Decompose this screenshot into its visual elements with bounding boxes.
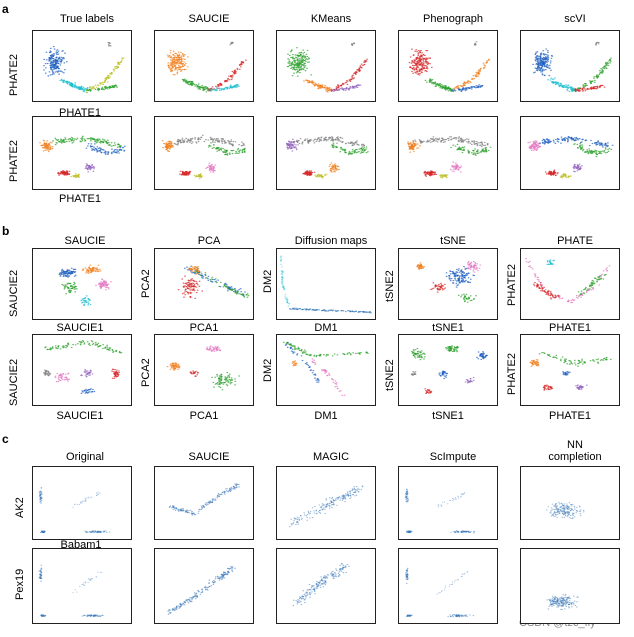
col-title-b-phate: PHATE [557, 235, 593, 247]
ylabel-b-pca-2: PCA2 [140, 358, 152, 387]
col-title-c-magic: MAGIC [312, 451, 350, 463]
ylabel-b-tsne-2: tSNE2 [384, 359, 396, 391]
ylabel-b-phate-1: PHATE2 [506, 264, 518, 306]
xlabel-b-saucie-1: SAUCIE1 [56, 322, 104, 334]
ylabel-b-dm-1: DM2 [262, 269, 274, 293]
ylabel-a-row2: PHATE2 [8, 140, 20, 182]
plot-b-phate-1 [520, 248, 620, 320]
plot-a-row2-2 [276, 116, 376, 190]
plot-a-row1-0 [32, 30, 132, 102]
col-title-c-saucie: SAUCIE [188, 451, 230, 463]
plot-c-saucie-2 [154, 548, 254, 624]
plot-b-tsne-1 [398, 248, 498, 320]
plot-b-saucie-2 [32, 334, 132, 406]
plot-b-dm-2 [276, 334, 376, 406]
col-title-b-tsne: tSNE [440, 235, 466, 247]
xlabel-b-pca-1: PCA1 [189, 322, 219, 334]
plot-b-dm-1 [276, 248, 376, 320]
col-title-b-diffusion: Diffusion maps [294, 235, 368, 247]
plot-c-scimpute-2 [398, 548, 498, 624]
col-title-b-pca: PCA [197, 235, 221, 247]
ylabel-b-tsne-1: tSNE2 [384, 270, 396, 302]
ylabel-c-ak2: AK2 [14, 497, 26, 518]
xlabel-b-pca-2: PCA1 [189, 410, 219, 422]
plot-c-saucie-1 [154, 466, 254, 540]
plot-b-tsne-2 [398, 334, 498, 406]
plot-a-row1-3 [398, 30, 498, 102]
plot-a-row2-0 [32, 116, 132, 190]
xlabel-b-phate-2: PHATE1 [549, 410, 591, 422]
xlabel-b-tsne-2: tSNE1 [432, 410, 464, 422]
col-title-c-nn: NN [567, 439, 583, 451]
col-title-c-scimpute: ScImpute [429, 451, 477, 463]
xlabel-b-tsne-1: tSNE1 [432, 322, 464, 334]
plot-c-nn-2 [520, 548, 620, 624]
ylabel-b-saucie-2: SAUCIE2 [8, 358, 20, 406]
col-title-c-original: Original [66, 451, 104, 463]
plot-b-pca-2 [154, 334, 254, 406]
ylabel-b-pca-1: PCA2 [140, 269, 152, 298]
ylabel-b-phate-2: PHATE2 [506, 353, 518, 395]
panel-letter-c: c [2, 432, 9, 446]
plot-b-saucie-1 [32, 248, 132, 320]
ylabel-b-dm-2: DM2 [262, 358, 274, 382]
col-title-saucie: SAUCIE [188, 13, 230, 25]
plot-c-original-1 [32, 466, 132, 540]
plot-c-scimpute-1 [398, 466, 498, 540]
xlabel-b-dm-1: DM1 [314, 322, 338, 334]
plot-c-magic-2 [276, 548, 376, 624]
panel-letter-b: b [2, 224, 10, 238]
col-title-c-completion: completion [548, 451, 602, 463]
plot-c-magic-1 [276, 466, 376, 540]
plot-b-phate-2 [520, 334, 620, 406]
ylabel-b-saucie-1: SAUCIE2 [8, 269, 20, 317]
ylabel-a-row1: PHATE2 [8, 54, 20, 96]
xlabel-b-dm-2: DM1 [314, 410, 338, 422]
col-title-b-saucie: SAUCIE [64, 235, 106, 247]
col-title-phenograph: Phenograph [423, 13, 483, 25]
plot-a-row2-1 [154, 116, 254, 190]
plot-a-row1-4 [520, 30, 620, 102]
plot-c-original-2 [32, 548, 132, 624]
col-title-scvi: scVI [564, 13, 586, 25]
ylabel-c-pex19: Pex19 [14, 568, 26, 600]
plot-a-row1-2 [276, 30, 376, 102]
plot-a-row2-3 [398, 116, 498, 190]
col-title-kmeans: KMeans [310, 13, 352, 25]
plot-c-nn-1 [520, 466, 620, 540]
col-title-true-labels: True labels [59, 13, 114, 25]
xlabel-b-saucie-2: SAUCIE1 [56, 410, 104, 422]
xlabel-a-row2: PHATE1 [59, 193, 101, 205]
xlabel-b-phate-1: PHATE1 [549, 322, 591, 334]
plot-a-row2-4 [520, 116, 620, 190]
plot-a-row1-1 [154, 30, 254, 102]
plot-b-pca-1 [154, 248, 254, 320]
panel-letter-a: a [2, 2, 9, 16]
